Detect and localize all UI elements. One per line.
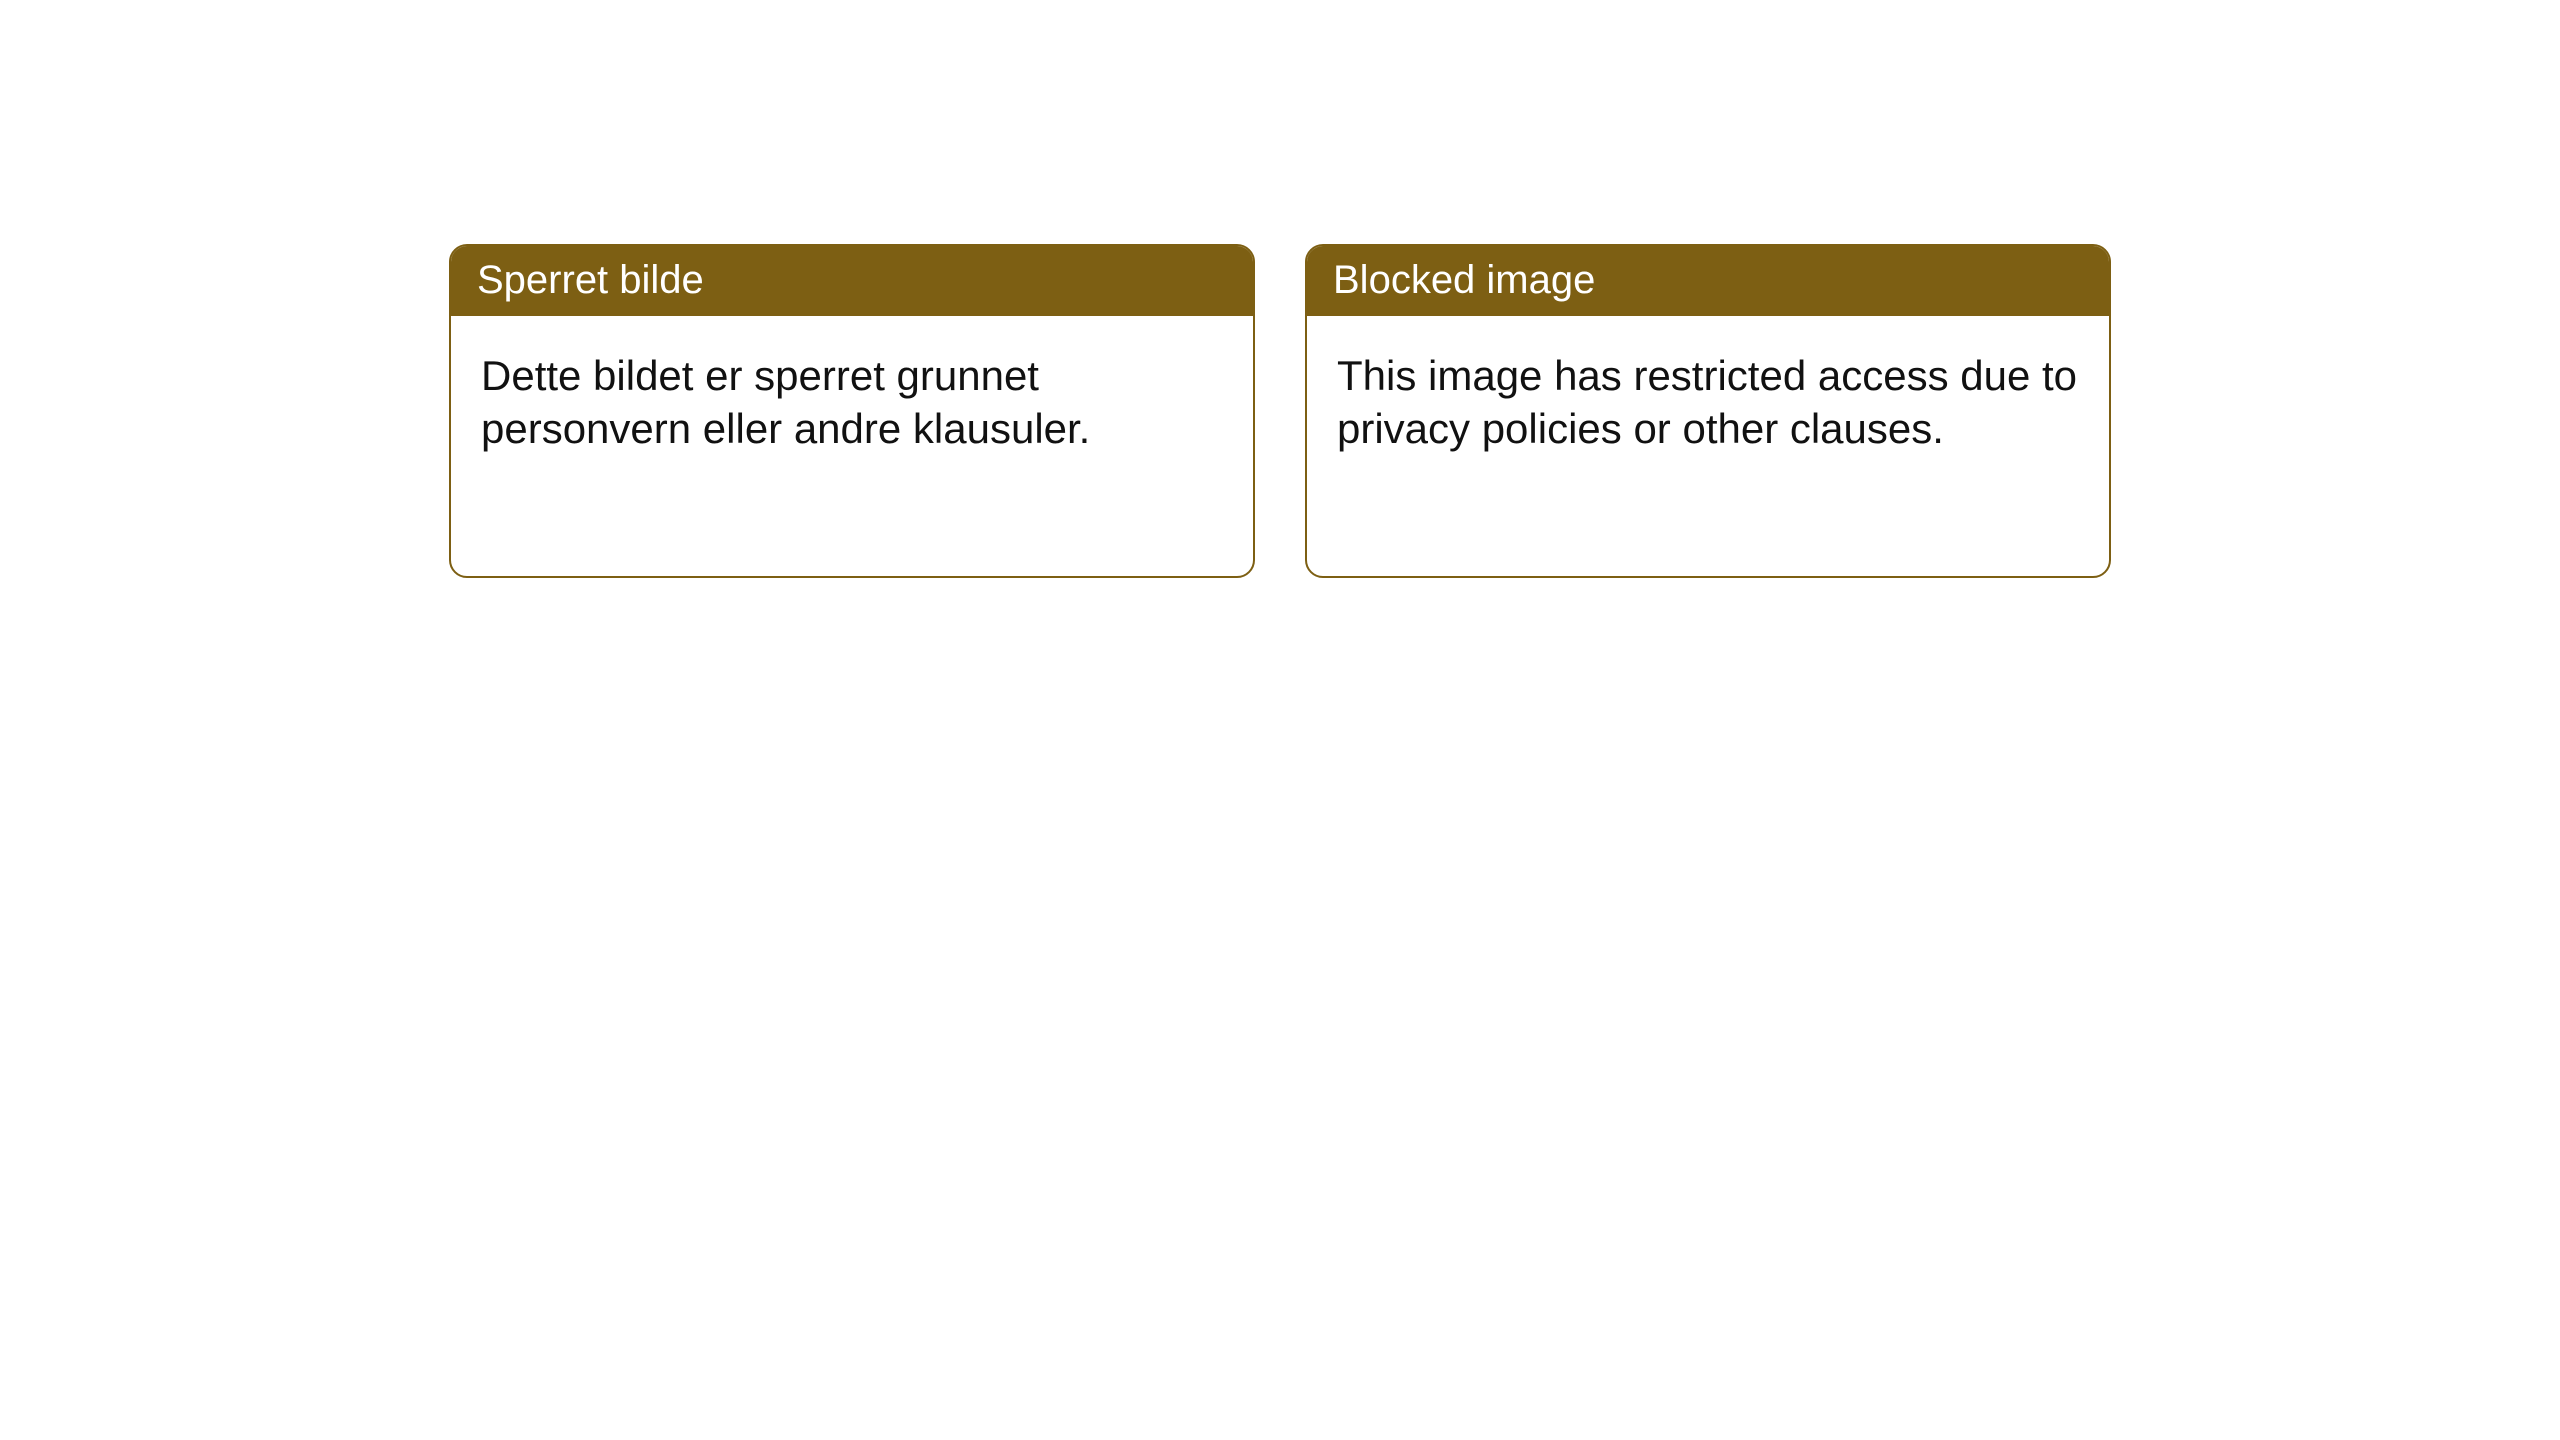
blocked-image-card-en: Blocked image This image has restricted … [1305, 244, 2111, 578]
card-body-en: This image has restricted access due to … [1307, 316, 2109, 485]
page-root: Sperret bilde Dette bildet er sperret gr… [0, 0, 2560, 1440]
card-title-en: Blocked image [1307, 246, 2109, 316]
card-body-no: Dette bildet er sperret grunnet personve… [451, 316, 1253, 485]
blocked-image-card-no: Sperret bilde Dette bildet er sperret gr… [449, 244, 1255, 578]
card-title-no: Sperret bilde [451, 246, 1253, 316]
